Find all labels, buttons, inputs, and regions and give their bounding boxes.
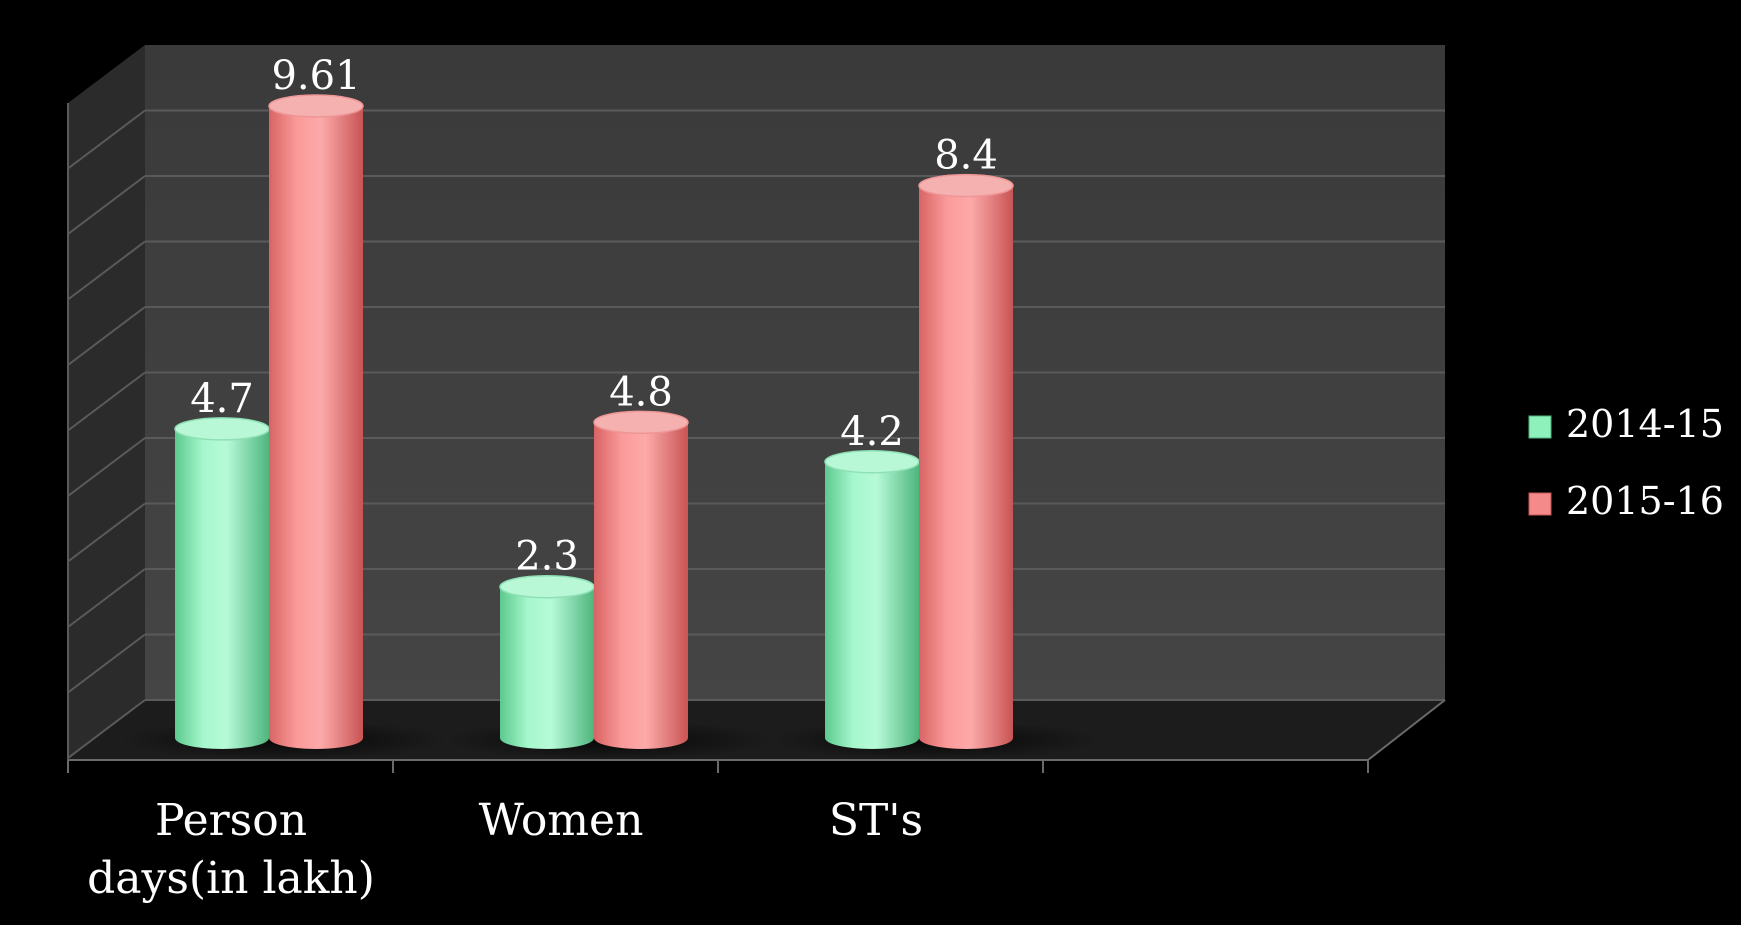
category-label-2: ST's xyxy=(829,795,923,846)
data-label-2015-16-1: 4.8 xyxy=(609,369,673,415)
legend-label-2015-16: 2015-16 xyxy=(1566,479,1724,523)
data-labels: 4.7 2.3 4.2 9.61 4.8 8.4 xyxy=(190,53,998,580)
bar-cap-2015-16-2 xyxy=(918,173,1014,198)
bar-2015-16-0 xyxy=(269,106,363,749)
legend-swatch-2014-15 xyxy=(1528,415,1552,439)
bar-2014-15-2 xyxy=(825,461,919,749)
bars xyxy=(174,94,1014,749)
category-labels: Person days(in lakh) Women ST's xyxy=(87,795,923,904)
legend-label-2014-15: 2014-15 xyxy=(1566,402,1724,446)
gridline-side xyxy=(67,240,146,301)
category-label-1: Women xyxy=(479,795,644,846)
gridline-side xyxy=(67,371,146,432)
data-label-2015-16-2: 8.4 xyxy=(934,133,998,179)
gridline-side xyxy=(67,568,146,628)
data-label-2014-15-0: 4.7 xyxy=(190,376,254,422)
x-ticks xyxy=(67,760,1369,773)
bar-2014-15-0 xyxy=(175,428,269,749)
bar-cap-2015-16-1 xyxy=(593,410,689,435)
category-label-0: Person days(in lakh) xyxy=(87,795,375,904)
bar-2015-16-2 xyxy=(919,185,1013,749)
gridline-side xyxy=(67,437,146,497)
gridline-side xyxy=(67,306,146,366)
plot-area: 4.7 2.3 4.2 9.61 4.8 8.4 xyxy=(67,45,1446,773)
gridline-side xyxy=(67,109,146,170)
gridline-side xyxy=(67,175,146,235)
bar-2015-16-1 xyxy=(594,422,688,749)
legend: 2014-15 2015-16 xyxy=(1528,402,1724,523)
data-label-2015-16-0: 9.61 xyxy=(271,53,360,99)
floor-right-edge xyxy=(1367,699,1446,761)
data-label-2014-15-1: 2.3 xyxy=(515,534,579,580)
data-label-2014-15-2: 4.2 xyxy=(840,409,904,455)
gridline-side xyxy=(67,633,146,694)
gridline-side xyxy=(67,502,146,563)
gridline-side xyxy=(67,699,146,759)
legend-swatch-2015-16 xyxy=(1528,492,1552,516)
bar-2014-15-1 xyxy=(500,586,594,749)
bar-cap-2015-16-0 xyxy=(268,94,364,118)
